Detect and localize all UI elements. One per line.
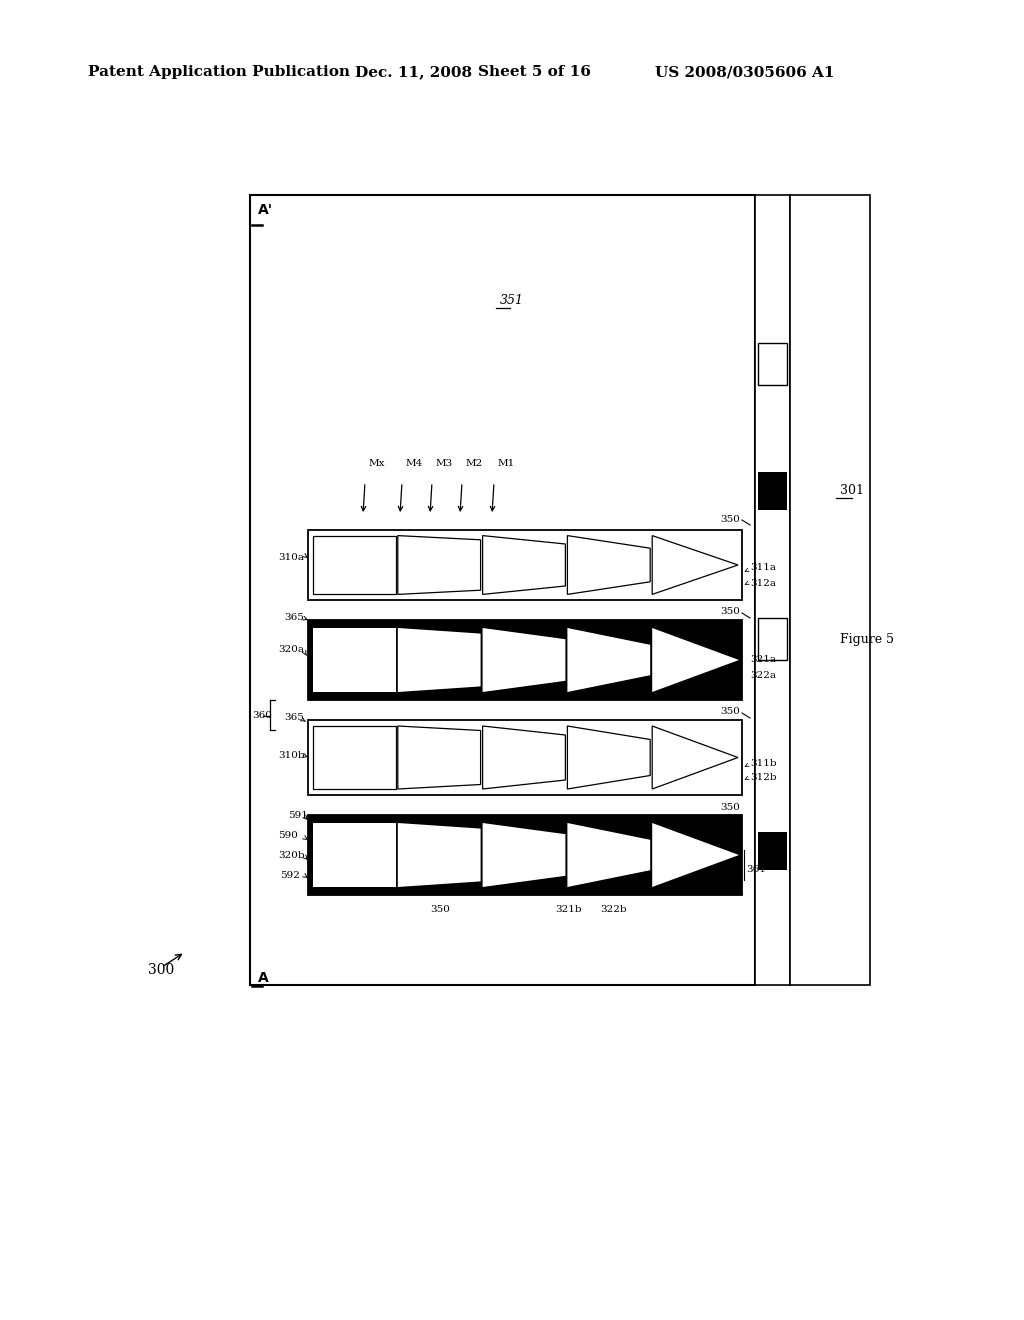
Text: 350: 350: [720, 804, 740, 813]
Text: 321b: 321b: [555, 906, 582, 915]
Polygon shape: [397, 628, 480, 692]
Text: 322b: 322b: [600, 906, 627, 915]
Polygon shape: [313, 822, 396, 887]
Polygon shape: [567, 726, 650, 789]
Polygon shape: [313, 726, 396, 789]
Bar: [308, 620, 742, 700]
Polygon shape: [482, 822, 565, 887]
Text: M3: M3: [436, 459, 454, 469]
Text: 320a: 320a: [278, 645, 304, 655]
Text: 365: 365: [284, 714, 304, 722]
Polygon shape: [652, 628, 739, 692]
Polygon shape: [482, 726, 565, 789]
Text: 361: 361: [746, 866, 766, 874]
Text: 320b: 320b: [278, 850, 304, 859]
Text: 311a: 311a: [750, 564, 776, 573]
Polygon shape: [397, 822, 480, 887]
Polygon shape: [567, 628, 650, 692]
Text: Mx: Mx: [369, 459, 385, 469]
Polygon shape: [567, 822, 650, 887]
Polygon shape: [652, 536, 738, 594]
Polygon shape: [313, 628, 396, 692]
Bar: [758, 618, 787, 660]
Text: M2: M2: [466, 459, 483, 469]
Text: 350: 350: [430, 906, 450, 915]
Bar: [250, 195, 755, 985]
Bar: [755, 195, 790, 985]
Text: 322a: 322a: [750, 671, 776, 680]
Text: 321a: 321a: [750, 656, 776, 664]
Text: M4: M4: [406, 459, 423, 469]
Polygon shape: [652, 726, 738, 789]
Polygon shape: [397, 726, 480, 789]
Polygon shape: [482, 536, 565, 594]
Text: 592: 592: [280, 870, 300, 879]
Bar: [308, 814, 742, 895]
Bar: [758, 832, 787, 870]
Bar: [308, 531, 742, 601]
Text: 310a: 310a: [278, 553, 304, 561]
Text: 351: 351: [500, 293, 524, 306]
Polygon shape: [313, 536, 396, 594]
Text: Sheet 5 of 16: Sheet 5 of 16: [478, 65, 591, 79]
Text: 590: 590: [278, 830, 298, 840]
Text: Patent Application Publication: Patent Application Publication: [88, 65, 350, 79]
Polygon shape: [482, 628, 565, 692]
Text: 300: 300: [148, 964, 174, 977]
Text: 311b: 311b: [750, 759, 776, 767]
Text: 365: 365: [284, 614, 304, 623]
Text: 360: 360: [252, 711, 272, 721]
Text: A: A: [258, 972, 268, 985]
Polygon shape: [567, 536, 650, 594]
Text: M1: M1: [498, 459, 515, 469]
Bar: [790, 195, 870, 985]
Text: Dec. 11, 2008: Dec. 11, 2008: [355, 65, 472, 79]
Text: 350: 350: [720, 516, 740, 524]
Text: Figure 5: Figure 5: [840, 634, 894, 647]
Text: 350: 350: [720, 708, 740, 717]
Text: 310b: 310b: [278, 751, 304, 759]
Text: 301: 301: [840, 483, 864, 496]
Bar: [308, 719, 742, 795]
Bar: [758, 473, 787, 510]
Polygon shape: [397, 536, 480, 594]
Text: 591: 591: [288, 810, 308, 820]
Text: 312b: 312b: [750, 774, 776, 783]
Bar: [758, 343, 787, 385]
Text: 312a: 312a: [750, 578, 776, 587]
Text: US 2008/0305606 A1: US 2008/0305606 A1: [655, 65, 835, 79]
Polygon shape: [652, 822, 739, 887]
Text: 350: 350: [720, 607, 740, 616]
Text: A': A': [258, 203, 273, 216]
